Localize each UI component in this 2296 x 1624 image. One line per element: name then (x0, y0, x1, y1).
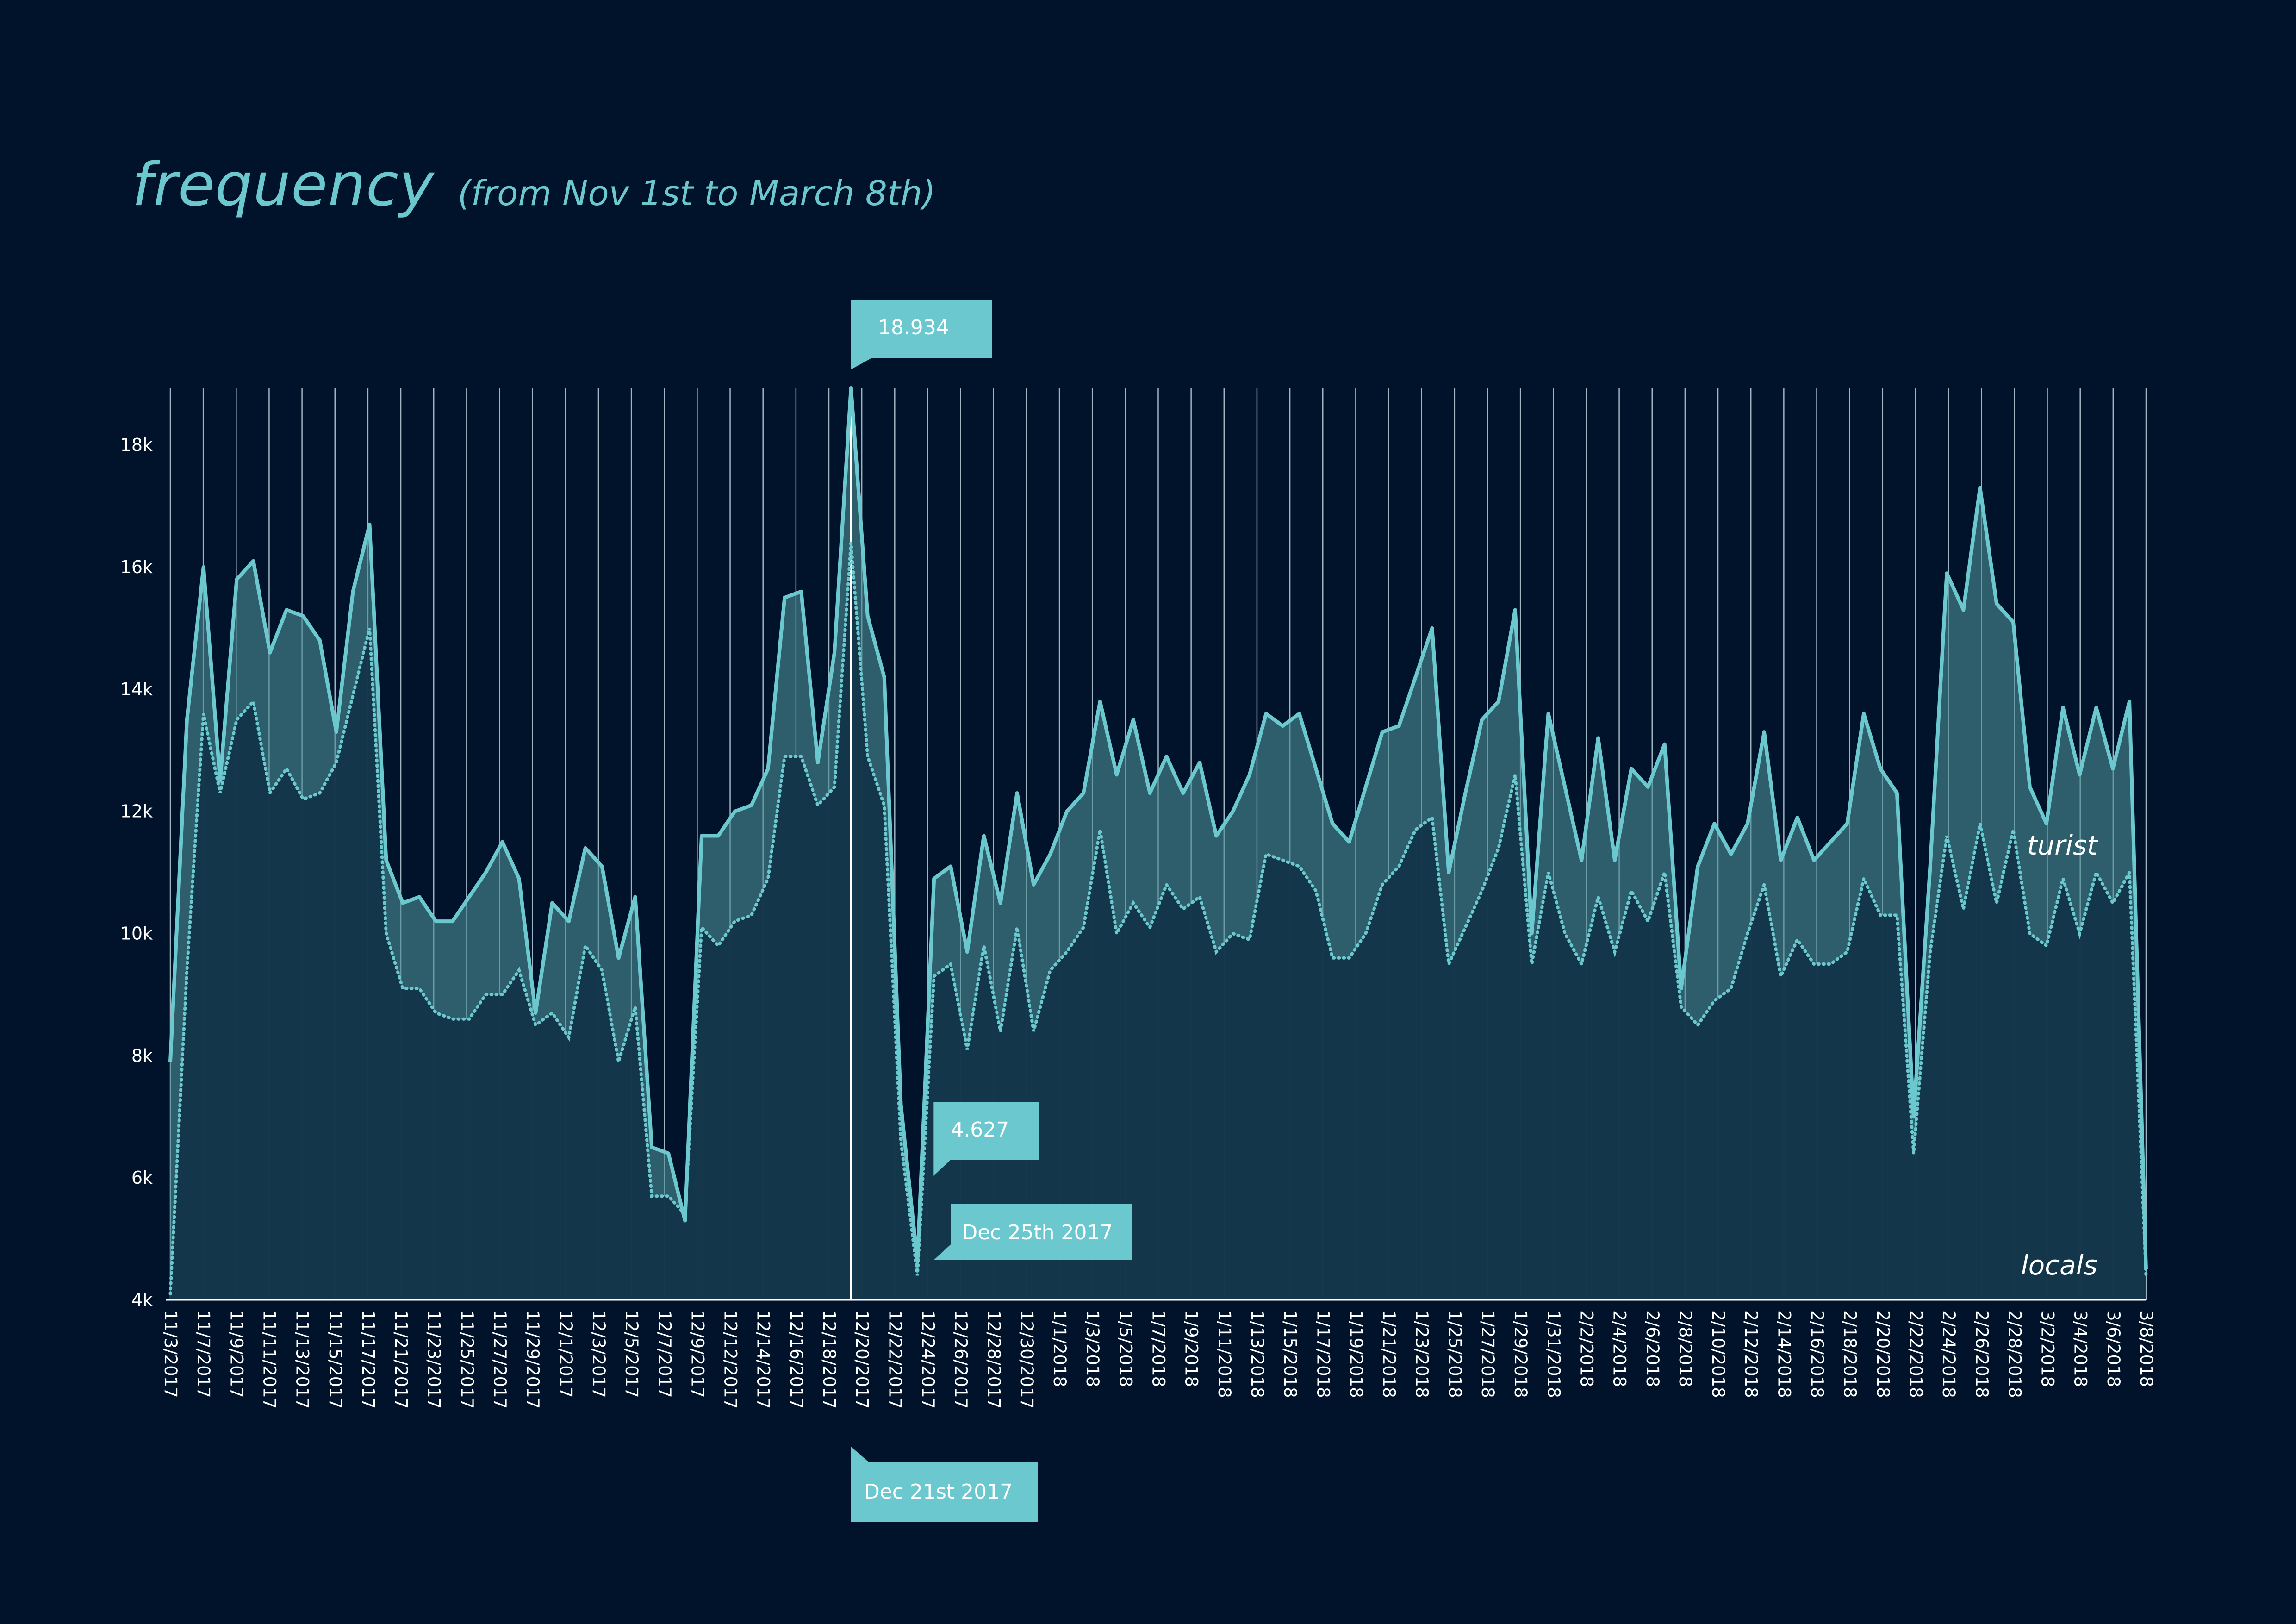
x-tick-label: 11/25/2017 (457, 1310, 477, 1409)
x-tick-label: 11/9/2017 (226, 1310, 246, 1398)
peak-value-callout (851, 300, 992, 369)
x-tick-label: 2/14/2018 (1774, 1310, 1794, 1398)
x-tick-label: 2/6/2018 (1643, 1310, 1662, 1387)
chart-subtitle: (from Nov 1st to March 8th) (457, 174, 936, 213)
y-tick-label: 10k (120, 924, 153, 944)
x-tick-label: 11/27/2017 (490, 1310, 510, 1409)
x-tick-label: 3/4/2018 (2071, 1310, 2091, 1387)
x-tick-label: 1/17/2018 (1313, 1310, 1333, 1398)
x-tick-label: 1/19/2018 (1346, 1310, 1366, 1398)
x-tick-label: 12/9/2017 (687, 1310, 707, 1398)
x-tick-label: 2/12/2018 (1741, 1310, 1761, 1398)
x-tick-label: 3/6/2018 (2103, 1310, 2123, 1387)
x-tick-label: 1/11/2018 (1214, 1310, 1234, 1398)
x-tick-label: 1/3/2018 (1083, 1310, 1102, 1387)
x-tick-label: 1/5/2018 (1115, 1310, 1135, 1387)
x-tick-label: 2/2/2018 (1576, 1310, 1596, 1387)
x-tick-label: 11/13/2017 (292, 1310, 312, 1409)
y-tick-label: 16k (120, 557, 153, 577)
x-tick-label: 2/8/2018 (1675, 1310, 1695, 1387)
x-tick-label: 12/7/2017 (654, 1310, 674, 1398)
x-tick-label: 12/24/2017 (918, 1310, 938, 1409)
x-tick-label: 12/14/2017 (753, 1310, 773, 1409)
x-tick-label: 2/16/2018 (1807, 1310, 1827, 1398)
x-tick-label: 1/23/2018 (1412, 1310, 1432, 1398)
x-tick-label: 12/28/2017 (984, 1310, 1004, 1409)
x-tick-label: 11/11/2017 (259, 1310, 279, 1409)
peak-value-label: 18.934 (878, 316, 949, 339)
x-tick-label: 2/26/2018 (1972, 1310, 1991, 1398)
x-tick-label: 1/29/2018 (1511, 1310, 1531, 1398)
x-tick-label: 12/12/2017 (721, 1310, 740, 1409)
x-tick-label: 1/21/2018 (1379, 1310, 1399, 1398)
x-tick-label: 12/20/2017 (852, 1310, 872, 1409)
chart-title: frequency (132, 150, 435, 219)
min-value-callout (933, 1102, 1039, 1176)
y-tick-label: 6k (131, 1168, 153, 1188)
x-tick-label: 2/10/2018 (1708, 1310, 1728, 1398)
x-tick-label: 1/27/2018 (1478, 1310, 1498, 1398)
y-tick-label: 12k (120, 801, 153, 822)
x-tick-label: 1/7/2018 (1149, 1310, 1169, 1387)
x-tick-label: 1/1/2018 (1050, 1310, 1070, 1387)
x-tick-label: 2/28/2018 (2004, 1310, 2024, 1398)
x-tick-label: 12/22/2017 (885, 1310, 905, 1409)
x-tick-label: 2/18/2018 (1840, 1310, 1860, 1398)
locals-area (170, 543, 2146, 1300)
turist-series-label: turist (2027, 830, 2099, 861)
x-tick-label: 12/26/2017 (951, 1310, 971, 1409)
locals-series-label: locals (2021, 1249, 2097, 1281)
x-tick-label: 1/13/2018 (1247, 1310, 1267, 1398)
min-date-callout (933, 1204, 1132, 1260)
turist-line (168, 386, 2148, 1270)
y-tick-label: 4k (131, 1290, 153, 1310)
peak-date-label: Dec 21st 2017 (864, 1480, 1013, 1504)
x-tick-label: 12/16/2017 (786, 1310, 806, 1409)
locals-line (168, 543, 2148, 1296)
x-tick-label: 3/2/2018 (2038, 1310, 2058, 1387)
x-tick-label: 12/18/2017 (819, 1310, 839, 1409)
x-tick-label: 12/30/2017 (1017, 1310, 1037, 1409)
x-tick-label: 1/15/2018 (1280, 1310, 1300, 1398)
chart-title-block: frequency (from Nov 1st to March 8th) (132, 150, 936, 219)
x-tick-label: 1/9/2018 (1182, 1310, 1201, 1387)
peak-date-callout (851, 1447, 1038, 1522)
x-tick-label: 12/5/2017 (622, 1310, 641, 1398)
x-tick-label: 11/29/2017 (523, 1310, 543, 1409)
min-date-label: Dec 25th 2017 (962, 1221, 1113, 1244)
x-tick-label: 2/4/2018 (1610, 1310, 1630, 1387)
x-tick-label: 3/8/2018 (2136, 1310, 2156, 1387)
y-tick-label: 14k (120, 679, 153, 700)
x-tick-label: 1/31/2018 (1543, 1310, 1563, 1398)
x-tick-label: 1/25/2018 (1445, 1310, 1465, 1398)
x-tick-label: 11/3/2017 (161, 1310, 180, 1398)
x-tick-label: 11/15/2017 (325, 1310, 345, 1409)
x-tick-label: 12/1/2017 (556, 1310, 576, 1398)
y-tick-label: 18k (120, 435, 153, 455)
min-value-label: 4.627 (951, 1118, 1009, 1142)
x-tick-label: 2/22/2018 (1906, 1310, 1926, 1398)
x-tick-label: 11/21/2017 (391, 1310, 411, 1409)
x-tick-label: 2/24/2018 (1939, 1310, 1959, 1398)
x-tick-label: 2/20/2018 (1873, 1310, 1893, 1398)
x-tick-label: 11/17/2017 (358, 1310, 378, 1409)
x-tick-label: 11/23/2017 (424, 1310, 444, 1409)
y-tick-label: 8k (131, 1045, 153, 1066)
x-tick-label: 12/3/2017 (589, 1310, 609, 1398)
x-tick-label: 11/7/2017 (193, 1310, 213, 1398)
